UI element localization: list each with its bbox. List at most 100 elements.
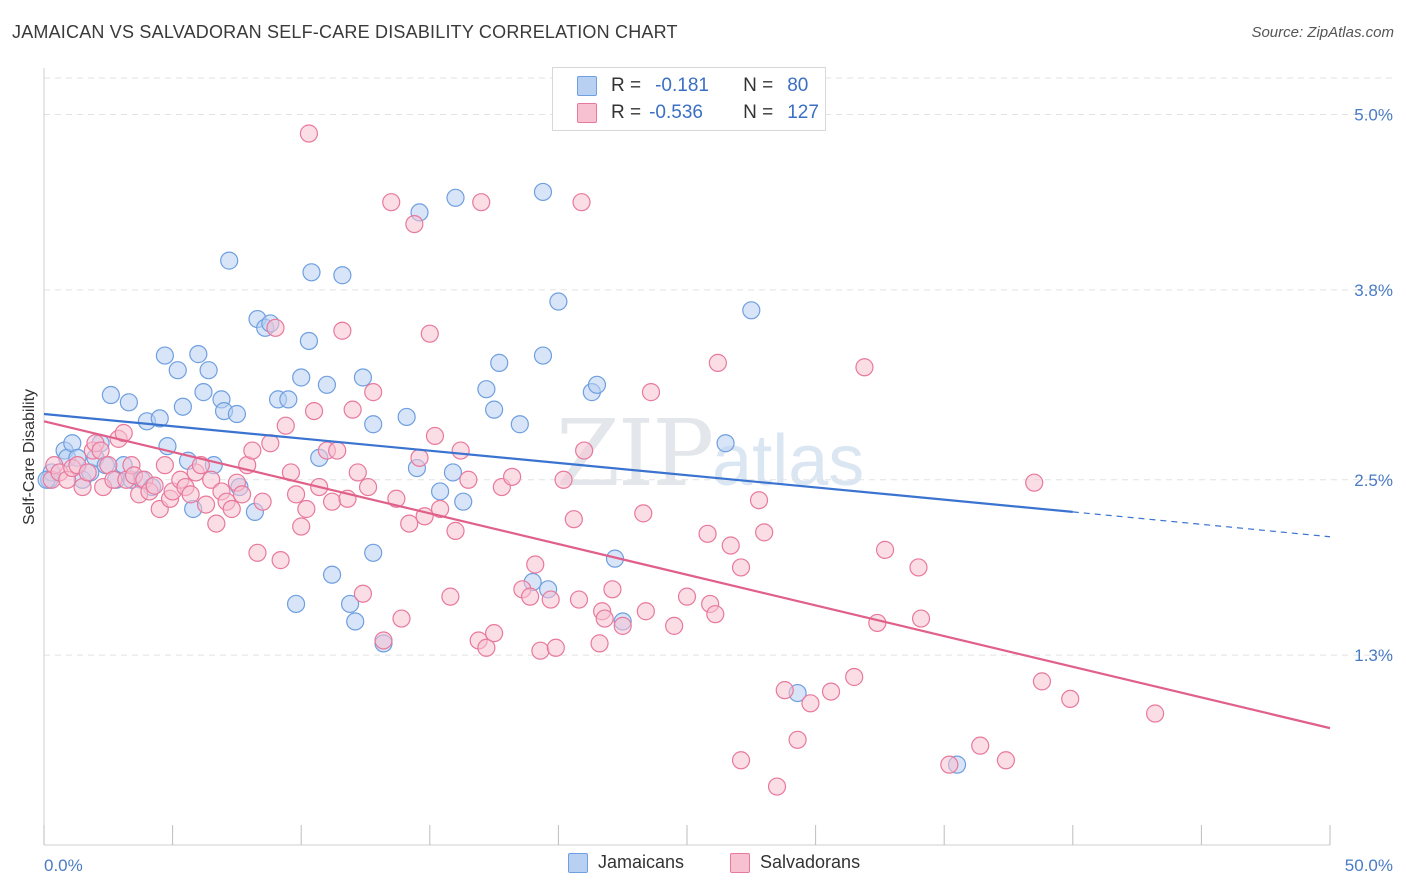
axes xyxy=(43,68,1331,846)
salvadoran-point xyxy=(755,523,774,542)
salvadoran-point xyxy=(971,736,990,755)
salvadoran-point xyxy=(276,416,295,435)
legend-n-label: N = xyxy=(743,102,774,123)
salvadoran-point xyxy=(855,358,874,377)
jamaican-point xyxy=(340,594,360,614)
salvadoran-point xyxy=(1032,672,1052,691)
salvadoran-point xyxy=(364,383,383,402)
jamaican-point xyxy=(333,266,352,285)
jamaican-point xyxy=(199,361,218,380)
jamaican-point xyxy=(119,393,138,412)
x-tick-label: 50.0% xyxy=(1345,856,1393,875)
jamaican-point xyxy=(322,565,342,584)
salvadoran-point xyxy=(775,681,794,700)
tick-labels: 1.3% 2.5% 3.8% 5.0% 0.0% 50.0% xyxy=(44,106,1393,875)
legend-item-salvadorans: Salvadorans xyxy=(730,852,860,873)
jamaican-trend-line xyxy=(43,412,1073,513)
salvadoran-point xyxy=(788,730,807,749)
jamaican-point xyxy=(742,301,761,320)
jamaican-point xyxy=(168,361,187,380)
salvadoran-point xyxy=(996,751,1016,770)
salvadoran-point xyxy=(477,638,496,657)
legend-item-jamaicans: Jamaicans xyxy=(568,852,684,873)
salvadoran-point xyxy=(292,517,311,536)
salvadoran-point xyxy=(333,321,352,340)
jamaican-point xyxy=(194,383,213,402)
jamaican-point xyxy=(227,404,246,424)
legend-row-salvadorans: R = -0.536 N = 127 xyxy=(577,101,819,125)
salvadoran-point xyxy=(155,456,174,475)
legend-r-value: -0.181 xyxy=(655,75,709,96)
jamaican-point xyxy=(446,188,465,207)
salvadoran-point xyxy=(767,777,787,796)
salvadoran-point xyxy=(595,609,614,628)
jamaican-point xyxy=(292,368,311,387)
jamaican-point xyxy=(485,400,504,419)
jamaican-point xyxy=(189,345,208,364)
salvadoran-point xyxy=(271,551,290,570)
salvadoran-point xyxy=(521,587,540,606)
salvadoran-point xyxy=(196,495,216,514)
salvadoran-point xyxy=(304,401,324,421)
salvadoran-point xyxy=(441,587,460,606)
salvadoran-point xyxy=(91,441,110,460)
legend-swatch-salvadorans xyxy=(730,852,750,873)
jamaican-point xyxy=(101,385,120,405)
legend-label-jamaicans: Jamaicans xyxy=(598,852,685,872)
jamaican-point xyxy=(490,353,509,372)
jamaican-point xyxy=(150,409,169,428)
legend-swatch-jamaicans xyxy=(568,852,588,873)
salvadoran-point xyxy=(181,485,200,504)
legend-swatch-salvadorans xyxy=(577,103,597,123)
salvadoran-point xyxy=(677,587,697,606)
y-tick-label: 5.0% xyxy=(1354,106,1393,125)
salvadoran-point xyxy=(603,580,622,599)
salvadoran-point xyxy=(286,485,306,504)
salvadoran-point xyxy=(207,514,226,533)
y-tick-label: 3.8% xyxy=(1354,281,1393,300)
jamaican-point xyxy=(364,543,383,562)
salvadoran-point xyxy=(358,477,378,497)
salvadoran-point xyxy=(297,499,316,519)
salvadoran-point xyxy=(382,193,401,212)
legend-label-salvadorans: Salvadorans xyxy=(760,852,861,872)
y-tick-label: 2.5% xyxy=(1354,471,1393,490)
salvadoran-point xyxy=(451,441,470,460)
jamaican-point xyxy=(155,346,174,365)
salvadoran-point xyxy=(590,634,609,653)
salvadoran-point xyxy=(569,590,589,609)
chart-title: JAMAICAN VS SALVADORAN SELF-CARE DISABIL… xyxy=(12,22,678,42)
jamaican-point xyxy=(397,407,416,427)
salvadoran-point xyxy=(410,448,429,467)
salvadoran-point xyxy=(1061,689,1080,709)
salvadoran-point xyxy=(613,616,632,635)
salvadoran-point xyxy=(400,514,419,533)
jamaican-point xyxy=(510,415,529,434)
jamaican-point xyxy=(477,380,496,399)
salvadoran-point xyxy=(202,470,221,489)
legend-r-label: R = xyxy=(611,75,642,96)
salvadoran-point xyxy=(698,524,717,543)
salvadoran-point xyxy=(575,441,594,460)
salvadoran-point xyxy=(472,193,491,212)
jamaican-point xyxy=(430,482,450,501)
y-axis-label: Self-Care Disability xyxy=(21,389,38,525)
salvadoran-point xyxy=(541,590,560,609)
salvadoran-point xyxy=(232,485,252,504)
legend-swatch-jamaicans xyxy=(577,76,597,96)
correlation-legend: R = -0.181 N = 80 R = -0.536 N = 127 xyxy=(552,67,826,131)
series-legend: Jamaicans Salvadorans xyxy=(0,852,1406,878)
salvadorans-points xyxy=(42,124,1165,796)
jamaican-point xyxy=(220,251,239,270)
jamaican-point xyxy=(587,375,607,394)
salvadoran-point xyxy=(420,324,439,343)
salvadoran-point xyxy=(526,555,545,574)
salvadoran-point xyxy=(1025,473,1044,492)
salvadoran-point xyxy=(348,463,367,482)
salvadoran-point xyxy=(503,467,522,486)
salvadoran-point xyxy=(222,499,241,519)
salvadoran-point xyxy=(641,383,661,402)
jamaican-point xyxy=(549,292,568,311)
salvadoran-point xyxy=(940,755,959,774)
salvadoran-point xyxy=(387,489,406,508)
